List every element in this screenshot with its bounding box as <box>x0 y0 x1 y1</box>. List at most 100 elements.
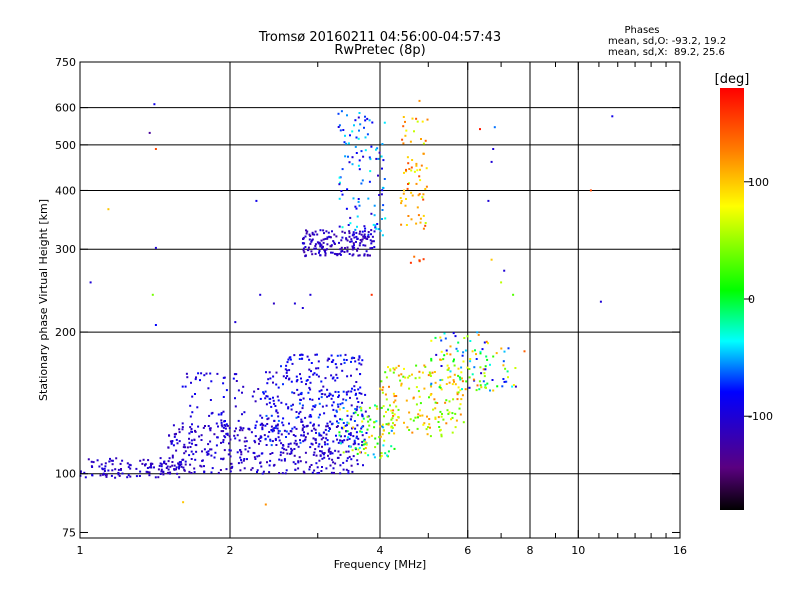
data-point <box>146 471 149 473</box>
data-point <box>188 441 191 444</box>
data-point <box>392 371 395 374</box>
data-point <box>403 421 405 424</box>
data-point <box>289 358 292 361</box>
data-point <box>331 458 334 461</box>
data-point <box>411 373 413 376</box>
data-point <box>430 382 433 385</box>
data-point <box>343 358 346 361</box>
data-point <box>238 439 241 442</box>
data-point <box>417 214 420 217</box>
data-point <box>332 440 335 443</box>
data-point <box>370 242 373 245</box>
data-point <box>339 129 342 132</box>
data-point <box>270 429 273 431</box>
data-point <box>239 456 242 459</box>
data-point <box>393 424 396 427</box>
data-point <box>357 448 360 451</box>
data-point <box>514 385 517 388</box>
data-point <box>180 463 183 466</box>
data-point <box>302 249 305 252</box>
data-point <box>311 238 314 241</box>
data-point <box>392 414 395 417</box>
data-point <box>308 375 311 378</box>
data-point <box>263 434 266 437</box>
data-point <box>336 254 339 257</box>
data-point <box>265 403 268 406</box>
data-point <box>378 194 381 196</box>
data-point <box>464 388 467 391</box>
data-point <box>351 248 354 251</box>
data-point <box>170 441 173 444</box>
data-point <box>382 386 385 389</box>
data-point <box>358 168 361 171</box>
data-point <box>502 378 505 380</box>
data-point <box>354 427 357 430</box>
data-point <box>458 407 461 410</box>
data-point <box>379 425 382 428</box>
data-point <box>225 389 228 392</box>
data-point <box>267 417 270 420</box>
data-point <box>441 378 444 381</box>
data-point <box>272 375 275 378</box>
data-point <box>355 431 358 434</box>
data-point <box>348 230 351 233</box>
data-point <box>400 200 403 202</box>
data-point <box>239 449 242 452</box>
data-point <box>341 441 344 444</box>
data-point <box>317 360 320 363</box>
data-point <box>318 434 321 437</box>
data-point <box>265 371 267 374</box>
data-point <box>495 352 498 355</box>
data-point <box>216 436 219 439</box>
data-point <box>310 240 313 243</box>
data-point <box>354 360 357 363</box>
data-point <box>222 458 224 461</box>
data-point <box>377 228 380 231</box>
data-point <box>357 437 360 440</box>
data-point <box>379 229 382 232</box>
data-point <box>305 229 307 232</box>
data-point <box>176 472 179 475</box>
y-tick-label: 200 <box>55 326 76 339</box>
data-point <box>469 340 472 342</box>
data-point <box>458 376 461 379</box>
data-point <box>283 429 286 432</box>
data-point <box>430 359 433 362</box>
data-point <box>319 244 322 247</box>
data-point <box>300 380 303 383</box>
data-point <box>456 398 459 401</box>
data-point <box>84 476 87 479</box>
data-point <box>383 121 386 124</box>
data-point <box>456 391 459 394</box>
data-point <box>329 236 332 239</box>
data-point <box>240 451 243 453</box>
data-point <box>309 398 311 401</box>
data-point <box>355 207 358 210</box>
data-point <box>440 433 443 436</box>
data-point <box>378 151 381 154</box>
data-point <box>385 376 388 379</box>
data-point <box>371 247 374 249</box>
data-point <box>297 393 300 396</box>
data-point <box>492 148 495 150</box>
data-point <box>323 441 326 444</box>
data-point <box>261 472 264 475</box>
data-point <box>383 415 385 418</box>
data-point <box>265 395 268 398</box>
data-point <box>269 397 272 400</box>
x-tick-label: 6 <box>464 544 471 557</box>
data-point <box>314 243 317 246</box>
data-point <box>413 255 416 258</box>
data-point <box>301 242 304 245</box>
data-point <box>222 382 225 385</box>
data-point <box>193 471 196 474</box>
y-tick-label: 100 <box>55 468 76 481</box>
data-point <box>233 373 236 376</box>
data-point <box>239 469 242 472</box>
data-point <box>358 112 361 114</box>
data-point <box>270 405 273 408</box>
data-point <box>329 420 332 423</box>
data-point <box>355 136 358 139</box>
data-point <box>384 371 387 374</box>
data-point <box>316 241 319 244</box>
